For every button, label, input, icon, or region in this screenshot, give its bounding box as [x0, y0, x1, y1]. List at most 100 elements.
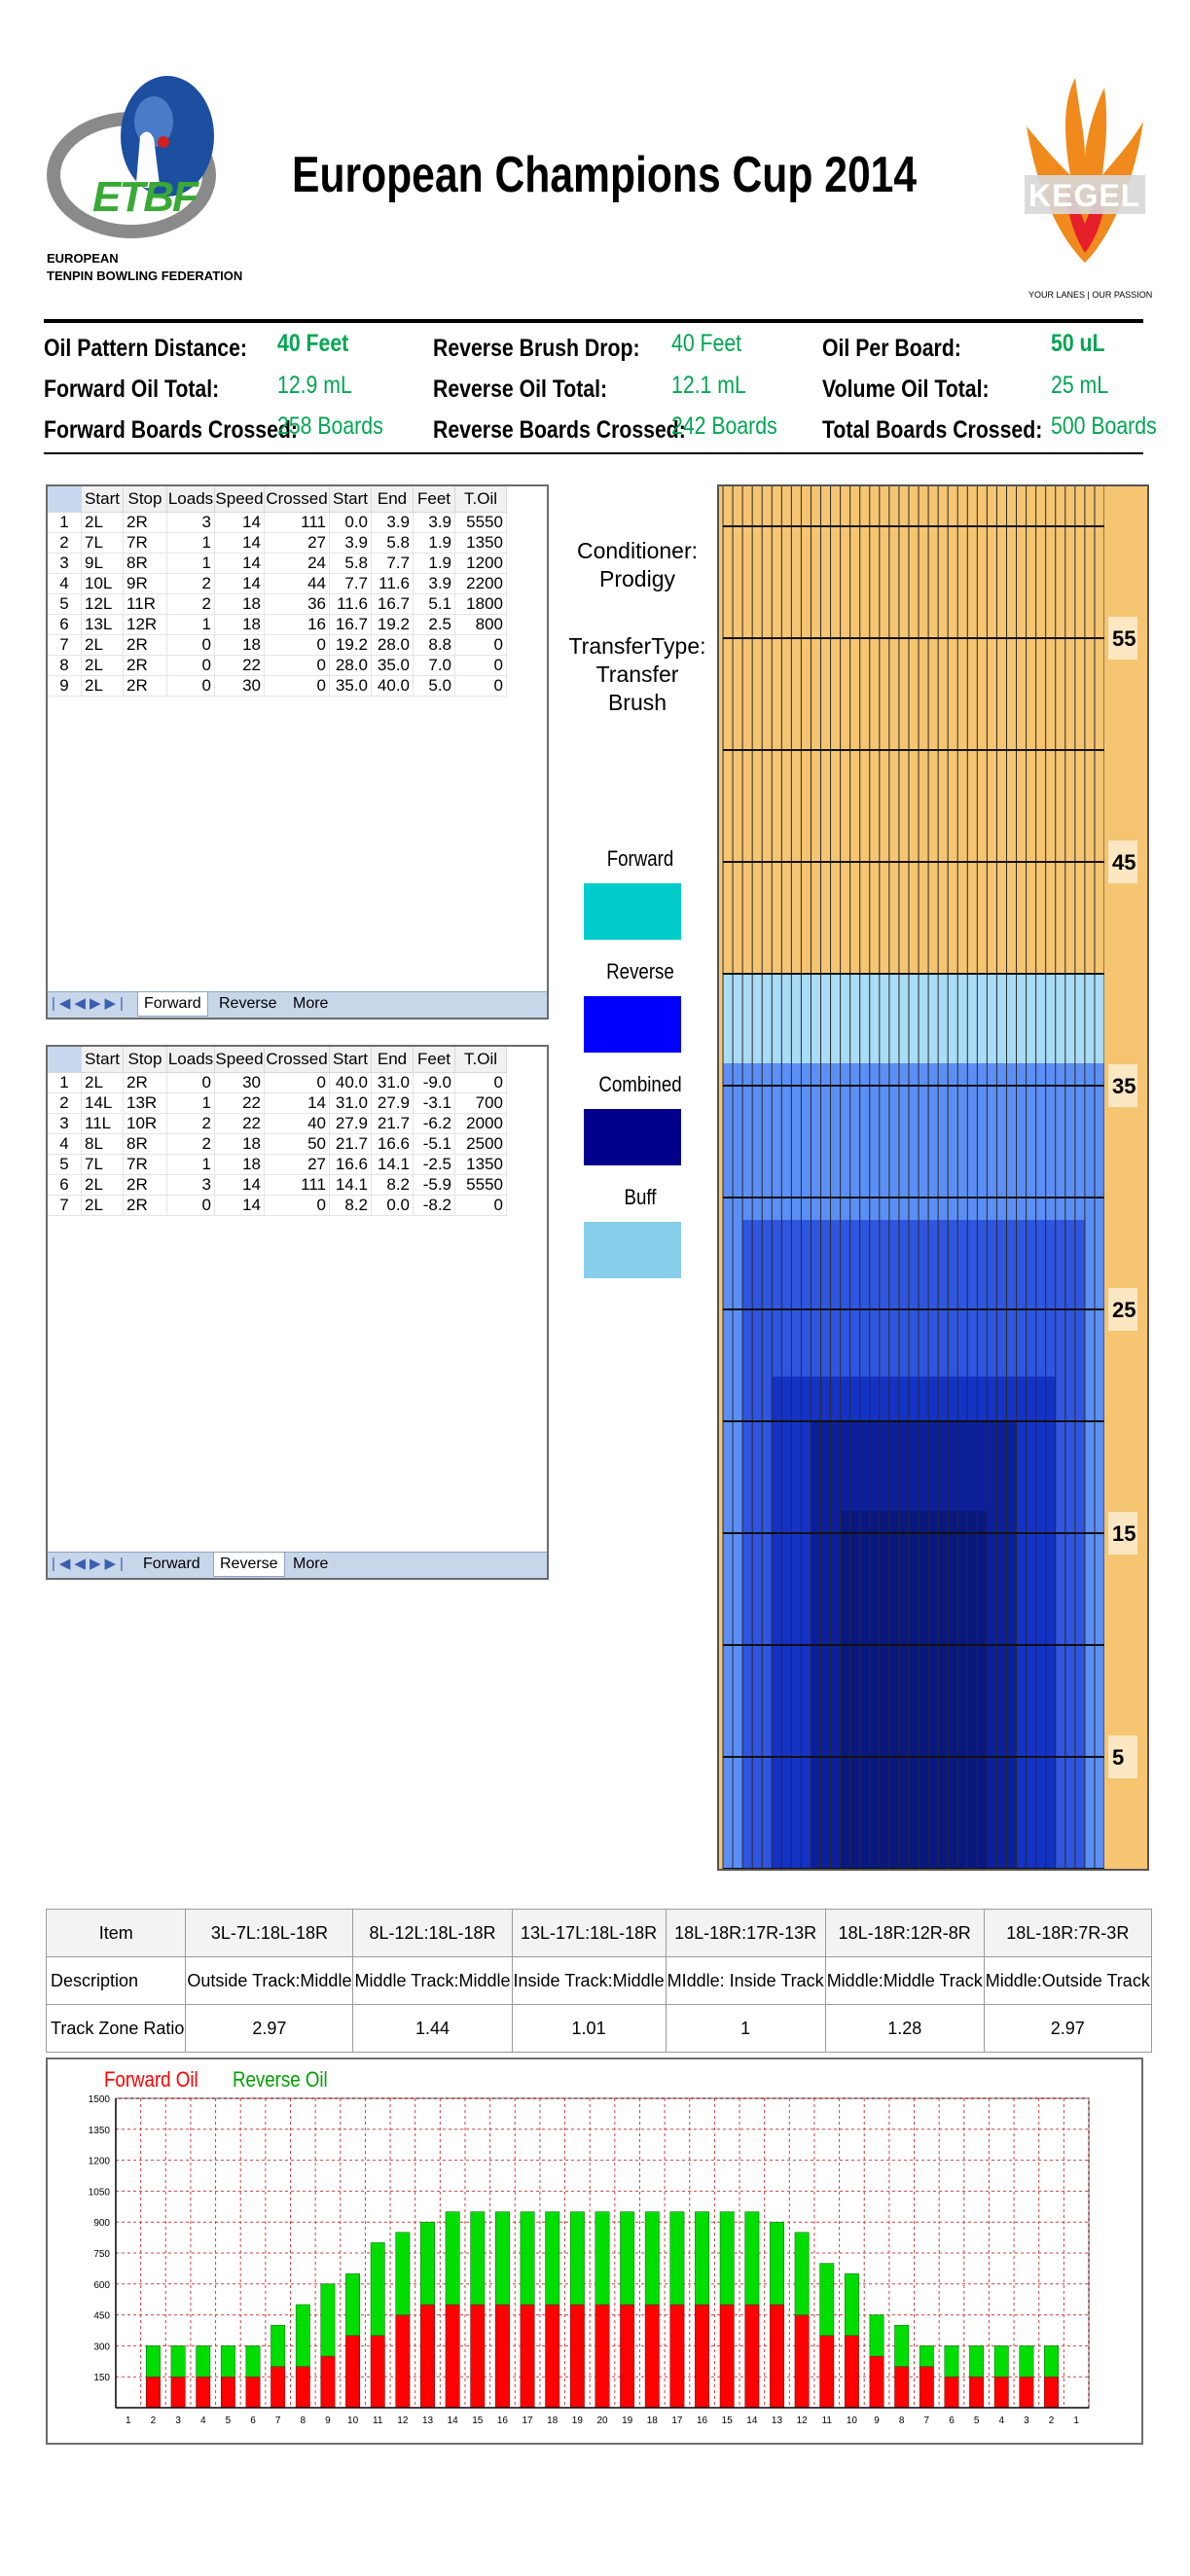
grid-cell[interactable]: 14: [214, 512, 265, 533]
grid-row[interactable]: 3 9L 8R 1 14 24 5.8 7.7 1.9 1200: [48, 553, 507, 574]
grid-cell[interactable]: 16.7: [329, 614, 372, 635]
grid-cell[interactable]: 27: [264, 532, 330, 554]
grid-cell[interactable]: 11.6: [329, 593, 372, 615]
grid-cell[interactable]: 2: [166, 573, 215, 594]
grid-row[interactable]: 3 11L 10R 2 22 40 27.9 21.7 -6.2 2000: [48, 1113, 507, 1134]
grid-cell[interactable]: 7L: [81, 1154, 124, 1175]
grid-cell[interactable]: 5.0: [413, 675, 455, 697]
grid-cell[interactable]: 19.2: [329, 634, 372, 656]
grid-cell[interactable]: 11L: [81, 1113, 124, 1134]
grid-cell[interactable]: 7L: [81, 532, 124, 554]
tab-more[interactable]: More: [293, 1556, 329, 1572]
grid-cell[interactable]: -5.1: [413, 1133, 455, 1155]
grid-cell[interactable]: 13L: [81, 614, 124, 635]
grid-cell[interactable]: 16.6: [329, 1154, 372, 1175]
grid-cell[interactable]: 700: [454, 1092, 507, 1114]
grid-cell[interactable]: 0: [166, 1195, 215, 1216]
grid-cell[interactable]: 2200: [454, 573, 507, 594]
grid-cell[interactable]: 0: [166, 675, 215, 697]
row-number[interactable]: 6: [48, 1174, 82, 1196]
grid-cell[interactable]: 35.0: [371, 655, 414, 676]
grid-cell[interactable]: 2R: [123, 675, 167, 697]
grid-row[interactable]: 2 14L 13R 1 22 14 31.0 27.9 -3.1 700: [48, 1092, 507, 1114]
sheet-nav-arrows-icon[interactable]: |◀◀▶▶|: [52, 995, 127, 1012]
row-number[interactable]: 5: [48, 1154, 82, 1175]
grid-cell[interactable]: 1200: [454, 553, 507, 574]
grid-cell[interactable]: 2R: [123, 634, 167, 656]
grid-cell[interactable]: 800: [454, 614, 507, 635]
grid-cell[interactable]: 12L: [81, 593, 124, 615]
grid-cell[interactable]: 2L: [81, 512, 124, 533]
grid-cell[interactable]: -9.0: [413, 1072, 455, 1093]
grid-cell[interactable]: 2R: [123, 1195, 167, 1216]
grid-cell[interactable]: 5.8: [371, 532, 414, 554]
grid-cell[interactable]: 0: [264, 1195, 330, 1216]
grid-cell[interactable]: 22: [214, 655, 265, 676]
row-number[interactable]: 4: [48, 1133, 82, 1155]
tab-forward[interactable]: Forward: [137, 992, 208, 1017]
grid-row[interactable]: 7 2L 2R 0 14 0 8.2 0.0 -8.2 0: [48, 1195, 507, 1216]
grid-cell[interactable]: 14L: [81, 1092, 124, 1114]
grid-cell[interactable]: 14: [214, 1174, 265, 1196]
grid-cell[interactable]: 0: [454, 655, 507, 676]
grid-row[interactable]: 2 7L 7R 1 14 27 3.9 5.8 1.9 1350: [48, 532, 507, 554]
tab-reverse[interactable]: Reverse: [213, 1553, 285, 1577]
grid-cell[interactable]: 111: [264, 512, 330, 533]
grid-cell[interactable]: 0.0: [329, 512, 372, 533]
grid-cell[interactable]: 21.7: [371, 1113, 414, 1134]
grid-cell[interactable]: 2.5: [413, 614, 455, 635]
col-header[interactable]: Speed: [214, 1047, 265, 1073]
grid-cell[interactable]: 0: [454, 1072, 507, 1093]
col-header[interactable]: Speed: [214, 486, 265, 513]
row-number[interactable]: 3: [48, 553, 82, 574]
grid-cell[interactable]: 27.9: [329, 1113, 372, 1134]
grid-cell[interactable]: 8R: [123, 553, 167, 574]
grid-cell[interactable]: 7.0: [413, 655, 455, 676]
grid-cell[interactable]: 3: [166, 1174, 215, 1196]
grid-cell[interactable]: 0: [264, 1072, 330, 1093]
grid-cell[interactable]: 3.9: [413, 512, 455, 533]
grid-cell[interactable]: 24: [264, 553, 330, 574]
grid-cell[interactable]: 40.0: [371, 675, 414, 697]
grid-cell[interactable]: 0: [454, 675, 507, 697]
grid-cell[interactable]: 35.0: [329, 675, 372, 697]
grid-cell[interactable]: 10R: [123, 1113, 167, 1134]
col-header[interactable]: Stop: [123, 1047, 167, 1073]
row-number[interactable]: 2: [48, 1092, 82, 1114]
grid-cell[interactable]: 31.0: [371, 1072, 414, 1093]
grid-cell[interactable]: 18: [214, 1154, 265, 1175]
grid-cell[interactable]: 11.6: [371, 573, 414, 594]
grid-cell[interactable]: 2R: [123, 1072, 167, 1093]
grid-cell[interactable]: 7.7: [329, 573, 372, 594]
grid-cell[interactable]: 14: [264, 1092, 330, 1114]
grid-cell[interactable]: 0: [264, 655, 330, 676]
grid-cell[interactable]: -5.9: [413, 1174, 455, 1196]
col-header[interactable]: Stop: [123, 486, 167, 513]
grid-row[interactable]: 6 13L 12R 1 18 16 16.7 19.2 2.5 800: [48, 614, 507, 635]
grid-cell[interactable]: 44: [264, 573, 330, 594]
tab-forward[interactable]: Forward: [143, 1556, 200, 1572]
grid-cell[interactable]: 111: [264, 1174, 330, 1196]
grid-row[interactable]: 1 2L 2R 0 30 0 40.0 31.0 -9.0 0: [48, 1072, 507, 1093]
row-number[interactable]: 7: [48, 1195, 82, 1216]
grid-cell[interactable]: 2: [166, 593, 215, 615]
grid-cell[interactable]: 7R: [123, 1154, 167, 1175]
col-header[interactable]: Crossed: [264, 1047, 330, 1073]
sheet-nav-arrows-icon[interactable]: |◀◀▶▶|: [52, 1556, 127, 1572]
col-header[interactable]: Start: [329, 486, 372, 513]
grid-cell[interactable]: 5550: [454, 1174, 507, 1196]
grid-cell[interactable]: 22: [214, 1092, 265, 1114]
grid-cell[interactable]: 14: [214, 553, 265, 574]
col-header[interactable]: T.Oil: [454, 1047, 507, 1073]
grid-cell[interactable]: 1.9: [413, 532, 455, 554]
grid-cell[interactable]: 0: [166, 634, 215, 656]
grid-cell[interactable]: 40.0: [329, 1072, 372, 1093]
col-header[interactable]: Start: [81, 486, 124, 513]
col-header[interactable]: Start: [329, 1047, 372, 1073]
grid-row[interactable]: 5 12L 11R 2 18 36 11.6 16.7 5.1 1800: [48, 593, 507, 615]
grid-cell[interactable]: 8.2: [371, 1174, 414, 1196]
grid-row[interactable]: 7 2L 2R 0 18 0 19.2 28.0 8.8 0: [48, 634, 507, 656]
grid-cell[interactable]: 27.9: [371, 1092, 414, 1114]
grid-corner[interactable]: [48, 1047, 82, 1073]
grid-cell[interactable]: 16.6: [371, 1133, 414, 1155]
